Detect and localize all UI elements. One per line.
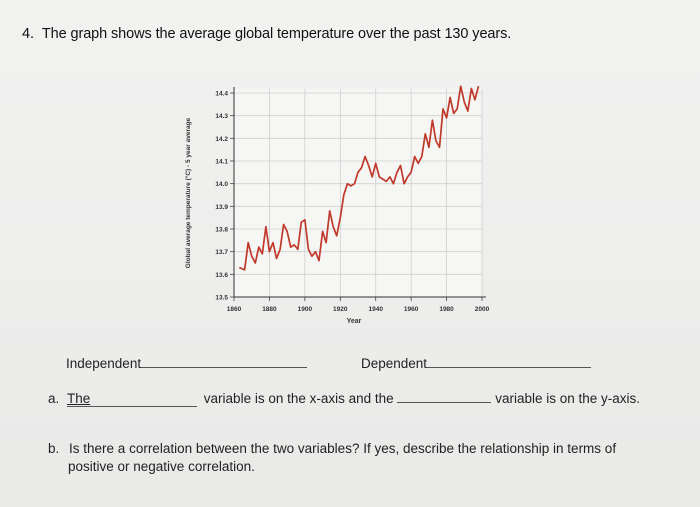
chart-grid [233, 89, 483, 298]
x-tick-label: 1960 [404, 306, 419, 313]
part-a-prefix: The [67, 391, 91, 406]
dependent-label: Dependent [361, 356, 428, 371]
x-tick-label: 1980 [439, 306, 454, 313]
dependent-row: Dependent [361, 356, 592, 371]
x-tick-label: 1920 [333, 306, 348, 313]
y-tick-label: 13.6 [215, 272, 228, 279]
x-tick-label: 1900 [298, 306, 313, 313]
chart-axes [230, 87, 486, 301]
x-tick-labels: 1860 1880 1900 1920 1940 1960 1980 2000 [227, 306, 490, 313]
y-tick-label: 13.5 [215, 295, 228, 302]
part-a-middle: variable is on the x-axis and the [203, 391, 394, 406]
part-b: b. Is there a correlation between the tw… [48, 440, 668, 476]
y-tick-label: 13.9 [215, 204, 228, 211]
y-tick-label: 13.8 [215, 227, 228, 234]
part-b-label: b. [48, 441, 60, 456]
independent-label: Independent [66, 356, 142, 371]
y-tick-label: 14.1 [215, 159, 228, 166]
question-title: 4. The graph shows the average global tem… [22, 26, 511, 42]
y-tick-label: 14.3 [215, 113, 228, 120]
y-tick-label: 14.4 [215, 91, 228, 98]
y-tick-label: 14.0 [215, 181, 228, 188]
question-number: 4. [22, 26, 34, 42]
y-variable-blank[interactable] [397, 402, 492, 403]
independent-row: Independent [66, 356, 308, 371]
y-tick-labels: 14.4 14.3 14.2 14.1 14.0 13.9 13.8 13.7 13.6 13.5 [215, 91, 228, 302]
x-variable-blank[interactable]: The [67, 391, 198, 407]
part-b-line2: positive or negative correlation. [68, 459, 255, 474]
part-a-suffix: variable is on the y-axis. [495, 391, 641, 406]
part-a-row: a. The variable is on the x-axis and the… [48, 391, 640, 407]
dependent-blank[interactable] [427, 367, 592, 368]
x-tick-label: 1880 [262, 306, 277, 313]
temperature-chart: 14.4 14.3 14.2 14.1 14.0 13.9 13.8 13.7 13.6 13.5… [184, 85, 490, 325]
x-axis-label: Year [347, 318, 362, 325]
temperature-series-line [238, 85, 480, 271]
y-tick-label: 13.7 [215, 249, 228, 256]
part-b-line1: Is there a correlation between the two v… [69, 441, 617, 456]
x-tick-label: 2000 [475, 306, 490, 313]
x-tick-label: 1860 [227, 306, 242, 313]
plot-area [234, 89, 482, 297]
y-axis-label: Global average temperature (°C) - 5 year… [184, 117, 192, 268]
part-a-label: a. [48, 391, 60, 406]
y-tick-label: 14.2 [215, 136, 228, 143]
question-text: The graph shows the average global tempe… [41, 26, 512, 42]
x-tick-label: 1940 [368, 306, 383, 313]
independent-blank[interactable] [141, 367, 308, 368]
